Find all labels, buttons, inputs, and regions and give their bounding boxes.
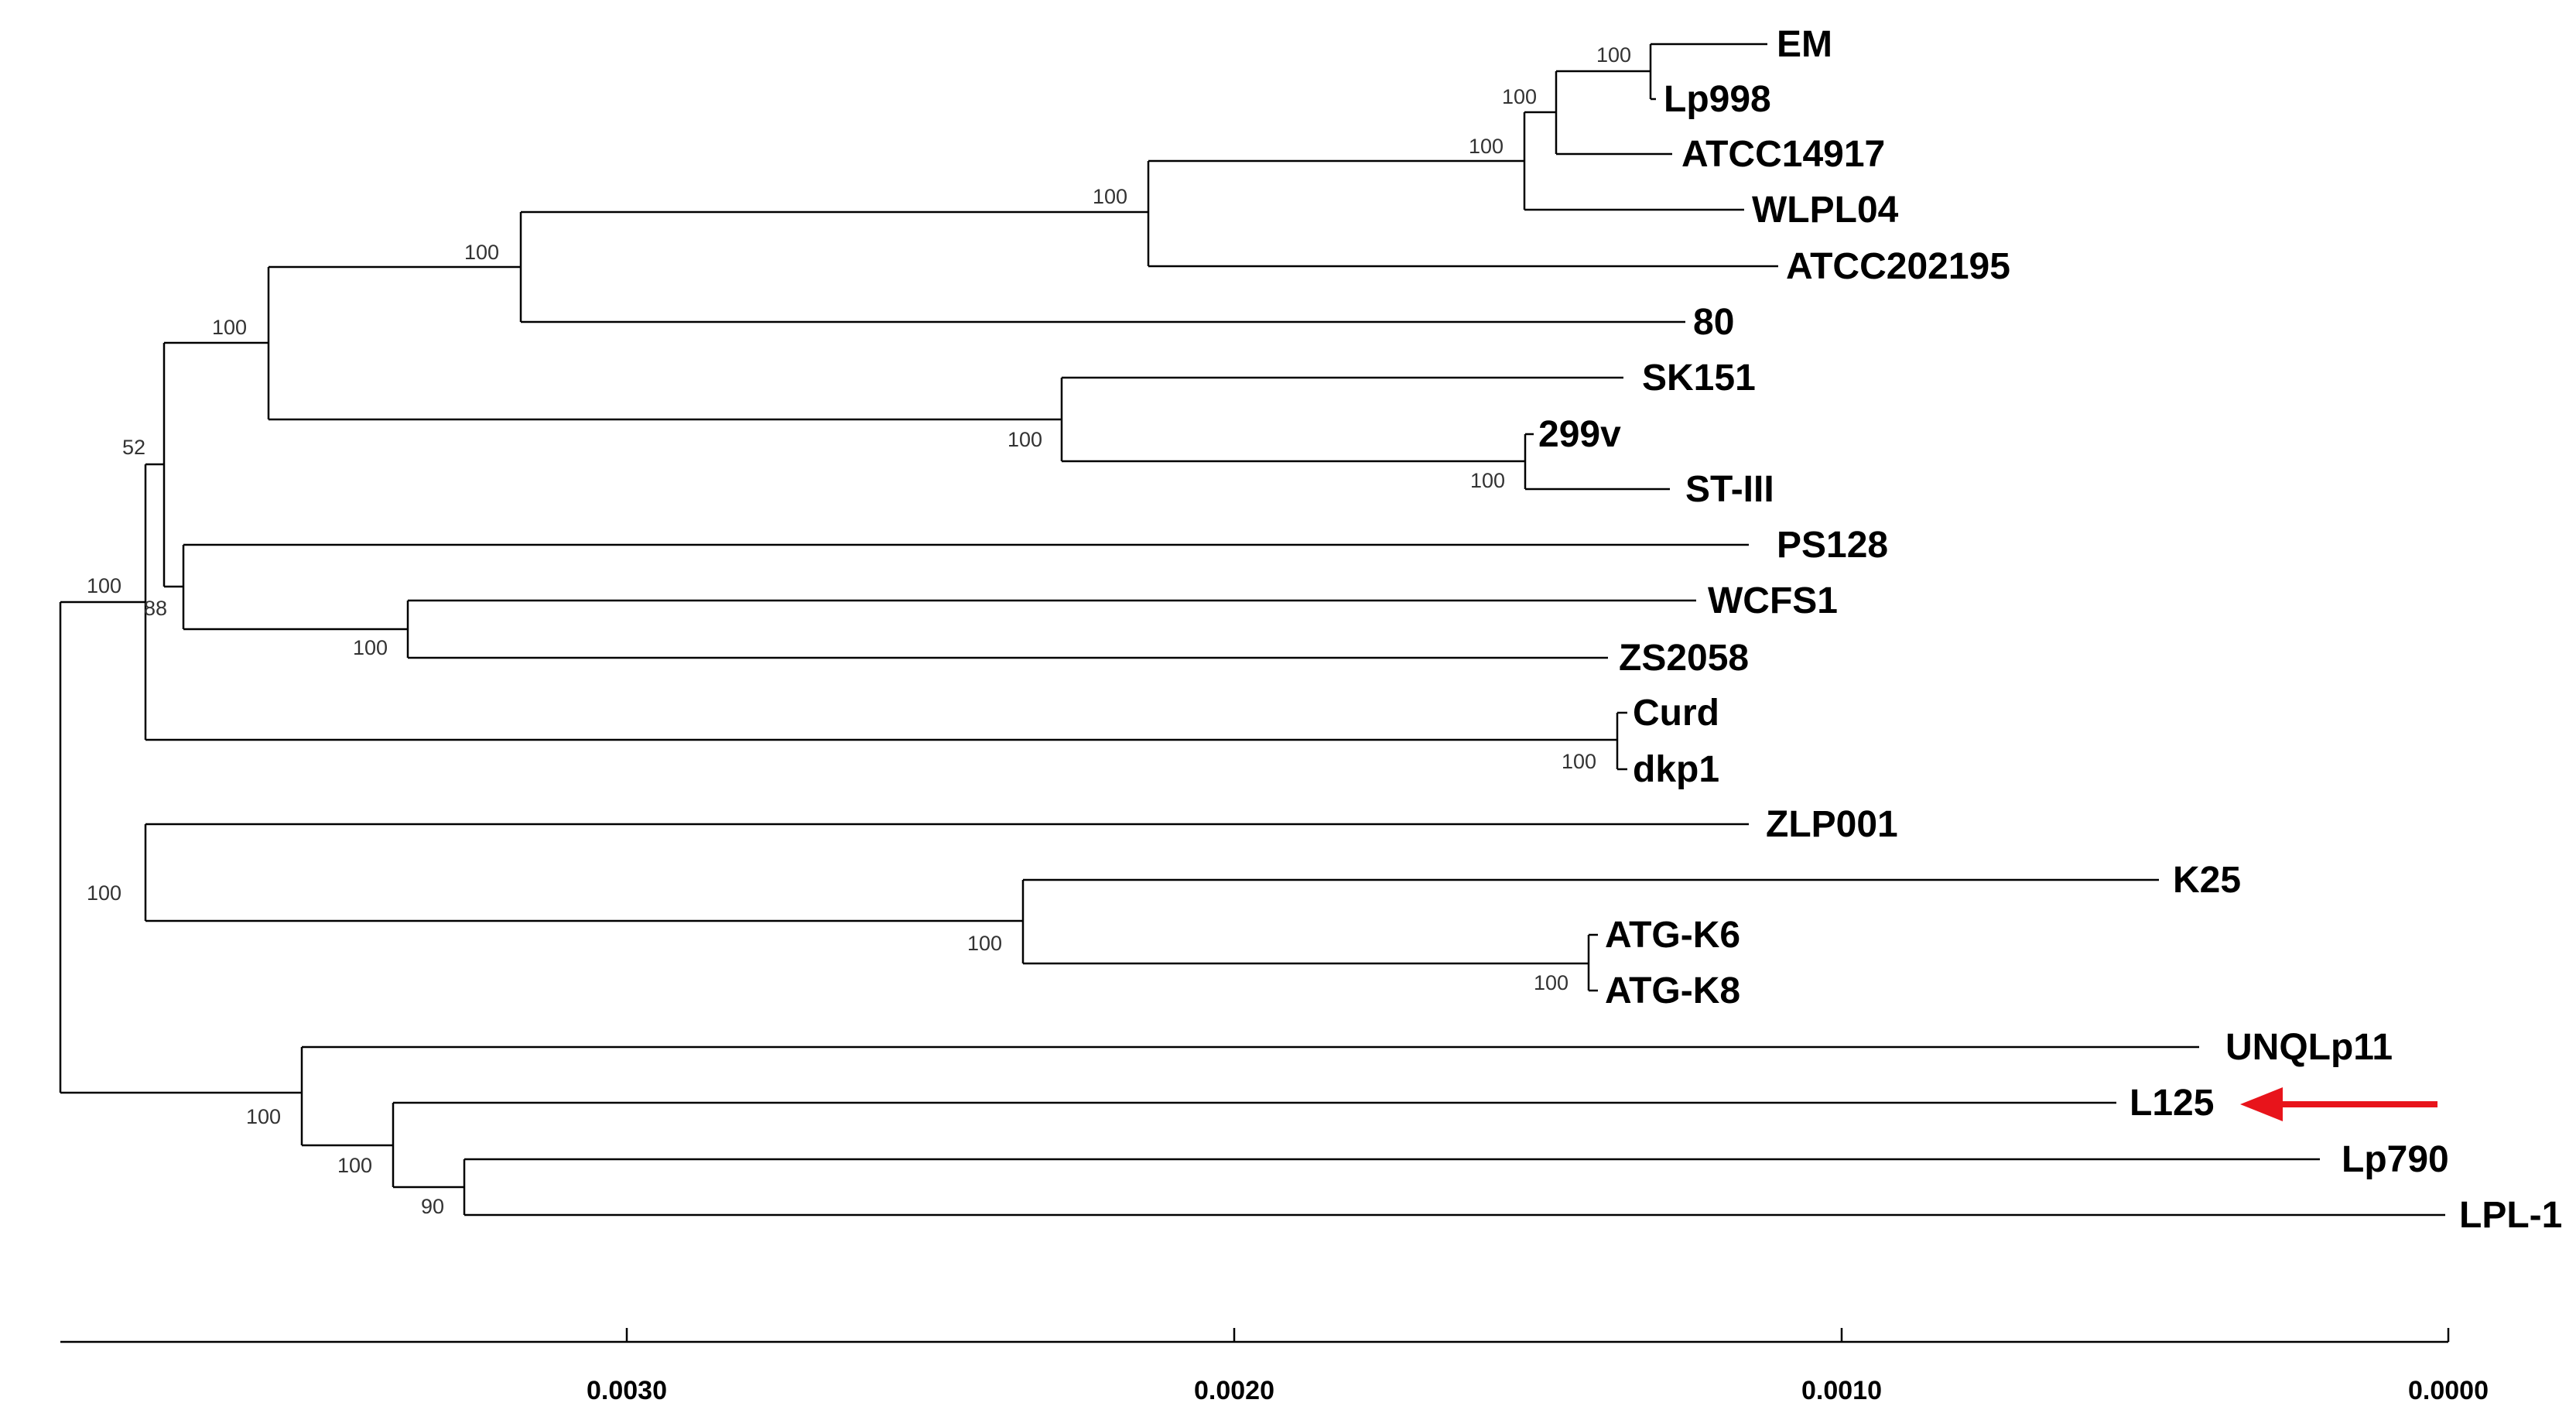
axis-tick-label: 0.0020 [1194,1376,1274,1405]
leaf-label: WLPL04 [1752,190,1899,231]
bootstrap-value: 100 [1596,43,1631,67]
leaf-label: Lp998 [1664,79,1771,120]
bootstrap-value: 100 [1007,428,1042,451]
leaf-label: LPL-1 [2459,1195,2562,1236]
bootstrap-value: 100 [464,241,499,264]
leaf-label: ZLP001 [1766,804,1898,845]
bootstrap-value: 100 [1502,85,1537,108]
leaf-label: K25 [2173,860,2241,901]
leaf-label: Lp790 [2342,1139,2449,1180]
axis-tick-label: 0.0010 [1801,1376,1882,1405]
bootstrap-value: 100 [1562,750,1596,773]
bootstrap-value: 90 [421,1195,444,1218]
bootstrap-value: 100 [1469,135,1504,158]
highlight-arrow-icon [2240,1087,2437,1121]
bootstrap-values: 100 100 100 100 100 100 100 100 52 88 10… [87,43,1631,1218]
leaf-label: ATCC14917 [1681,134,1885,175]
bootstrap-value: 100 [967,932,1002,955]
tree-branches [59,43,2445,1217]
leaf-label: UNQLp11 [2225,1027,2393,1068]
leaf-label: ATCC202195 [1786,246,2010,287]
leaf-label: ATG-K8 [1605,970,1740,1011]
bootstrap-value: 88 [144,597,167,620]
leaf-label: ST-III [1685,469,1774,510]
bootstrap-value: 100 [337,1154,372,1177]
bootstrap-value: 100 [353,636,388,659]
bootstrap-value: 100 [1534,971,1569,994]
bootstrap-value: 100 [87,574,121,597]
leaf-label: ZS2058 [1619,638,1749,679]
bootstrap-value: 52 [122,436,145,459]
leaf-label: PS128 [1777,525,1888,566]
leaf-label: SK151 [1642,358,1756,399]
bootstrap-value: 100 [87,881,121,905]
leaf-label: 80 [1693,302,1734,343]
bootstrap-value: 100 [212,316,247,339]
axis-tick-label: 0.0000 [2408,1376,2489,1405]
axis-tick-label: 0.0030 [587,1376,667,1405]
leaf-label: Curd [1633,693,1719,734]
bootstrap-value: 100 [1470,469,1505,492]
leaf-label: dkp1 [1633,749,1719,790]
leaf-labels: EM Lp998 ATCC14917 WLPL04 ATCC202195 80 … [1538,24,2562,1236]
leaf-label: EM [1777,24,1832,65]
bootstrap-value: 100 [246,1105,281,1128]
leaf-label: 299v [1538,414,1621,455]
scale-axis: 0.0030 0.0020 0.0010 0.0000 [60,1328,2489,1405]
leaf-label: WCFS1 [1708,580,1838,621]
leaf-label: ATG-K6 [1605,915,1740,956]
bootstrap-value: 100 [1093,185,1127,208]
leaf-label: L125 [2130,1083,2214,1124]
